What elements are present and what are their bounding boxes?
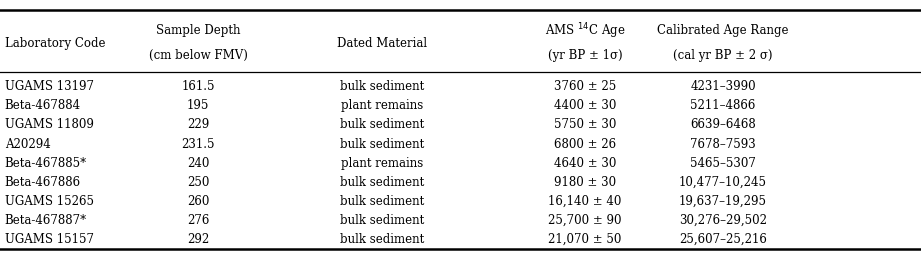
Text: 5750 ± 30: 5750 ± 30 [554, 118, 616, 131]
Text: plant remains: plant remains [341, 157, 424, 170]
Text: Beta-467885*: Beta-467885* [5, 157, 87, 170]
Text: 6800 ± 26: 6800 ± 26 [554, 137, 616, 151]
Text: 16,140 ± 40: 16,140 ± 40 [548, 195, 622, 208]
Text: Beta-467886: Beta-467886 [5, 176, 81, 189]
Text: 292: 292 [187, 233, 209, 246]
Text: 260: 260 [187, 195, 209, 208]
Text: 5211–4866: 5211–4866 [691, 99, 755, 112]
Text: Calibrated Age Range: Calibrated Age Range [658, 24, 788, 37]
Text: 240: 240 [187, 157, 209, 170]
Text: plant remains: plant remains [341, 99, 424, 112]
Text: 231.5: 231.5 [181, 137, 215, 151]
Text: bulk sediment: bulk sediment [340, 118, 425, 131]
Text: Sample Depth: Sample Depth [156, 24, 240, 37]
Text: AMS $^{14}$C Age: AMS $^{14}$C Age [544, 21, 625, 41]
Text: 250: 250 [187, 176, 209, 189]
Text: 10,477–10,245: 10,477–10,245 [679, 176, 767, 189]
Text: bulk sediment: bulk sediment [340, 176, 425, 189]
Text: 161.5: 161.5 [181, 80, 215, 93]
Text: 4640 ± 30: 4640 ± 30 [554, 157, 616, 170]
Text: 6639–6468: 6639–6468 [690, 118, 756, 131]
Text: (cm below FMV): (cm below FMV) [148, 49, 248, 62]
Text: (cal yr BP ± 2 σ): (cal yr BP ± 2 σ) [673, 49, 773, 62]
Text: 195: 195 [187, 99, 209, 112]
Text: 7678–7593: 7678–7593 [690, 137, 756, 151]
Text: 19,637–19,295: 19,637–19,295 [679, 195, 767, 208]
Text: 3760 ± 25: 3760 ± 25 [554, 80, 616, 93]
Text: A20294: A20294 [5, 137, 51, 151]
Text: UGAMS 15265: UGAMS 15265 [5, 195, 94, 208]
Text: Laboratory Code: Laboratory Code [5, 36, 105, 50]
Text: 9180 ± 30: 9180 ± 30 [554, 176, 616, 189]
Text: 229: 229 [187, 118, 209, 131]
Text: 5465–5307: 5465–5307 [690, 157, 756, 170]
Text: 21,070 ± 50: 21,070 ± 50 [548, 233, 622, 246]
Text: bulk sediment: bulk sediment [340, 80, 425, 93]
Text: 276: 276 [187, 214, 209, 227]
Text: bulk sediment: bulk sediment [340, 195, 425, 208]
Text: Dated Material: Dated Material [337, 36, 427, 50]
Text: (yr BP ± 1σ): (yr BP ± 1σ) [547, 49, 623, 62]
Text: Beta-467884: Beta-467884 [5, 99, 81, 112]
Text: Beta-467887*: Beta-467887* [5, 214, 87, 227]
Text: 4400 ± 30: 4400 ± 30 [554, 99, 616, 112]
Text: bulk sediment: bulk sediment [340, 233, 425, 246]
Text: bulk sediment: bulk sediment [340, 137, 425, 151]
Text: UGAMS 13197: UGAMS 13197 [5, 80, 94, 93]
Text: bulk sediment: bulk sediment [340, 214, 425, 227]
Text: UGAMS 15157: UGAMS 15157 [5, 233, 94, 246]
Text: 4231–3990: 4231–3990 [690, 80, 756, 93]
Text: 25,607–25,216: 25,607–25,216 [679, 233, 767, 246]
Text: 25,700 ± 90: 25,700 ± 90 [548, 214, 622, 227]
Text: 30,276–29,502: 30,276–29,502 [679, 214, 767, 227]
Text: UGAMS 11809: UGAMS 11809 [5, 118, 93, 131]
